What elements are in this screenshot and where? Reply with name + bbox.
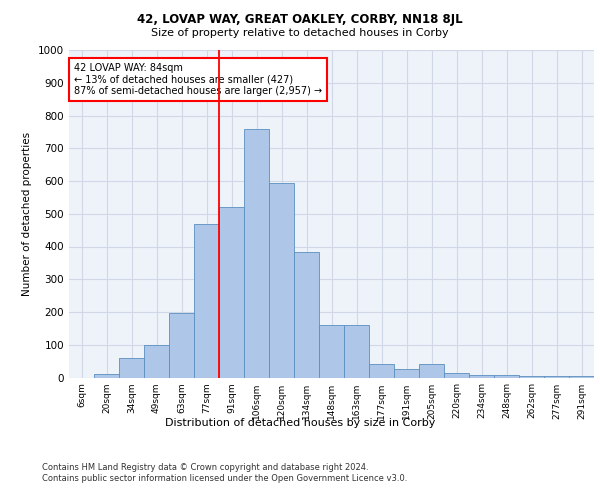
Bar xyxy=(294,252,319,378)
Bar xyxy=(369,364,394,378)
Bar xyxy=(94,374,119,378)
Bar xyxy=(119,358,144,378)
Bar xyxy=(169,312,194,378)
Text: 42 LOVAP WAY: 84sqm
← 13% of detached houses are smaller (427)
87% of semi-detac: 42 LOVAP WAY: 84sqm ← 13% of detached ho… xyxy=(74,63,322,96)
Bar xyxy=(244,128,269,378)
Bar xyxy=(144,345,169,378)
Bar xyxy=(494,375,519,378)
Bar xyxy=(444,373,469,378)
Bar xyxy=(519,376,544,378)
Bar xyxy=(319,325,344,378)
Text: Contains HM Land Registry data © Crown copyright and database right 2024.: Contains HM Land Registry data © Crown c… xyxy=(42,462,368,471)
Bar xyxy=(569,376,594,378)
Text: Size of property relative to detached houses in Corby: Size of property relative to detached ho… xyxy=(151,28,449,38)
Text: Distribution of detached houses by size in Corby: Distribution of detached houses by size … xyxy=(165,418,435,428)
Bar xyxy=(269,182,294,378)
Text: 42, LOVAP WAY, GREAT OAKLEY, CORBY, NN18 8JL: 42, LOVAP WAY, GREAT OAKLEY, CORBY, NN18… xyxy=(137,12,463,26)
Text: Contains public sector information licensed under the Open Government Licence v3: Contains public sector information licen… xyxy=(42,474,407,483)
Bar xyxy=(419,364,444,378)
Bar xyxy=(469,375,494,378)
Bar xyxy=(394,368,419,378)
Bar xyxy=(194,224,219,378)
Bar xyxy=(344,325,369,378)
Bar xyxy=(219,207,244,378)
Y-axis label: Number of detached properties: Number of detached properties xyxy=(22,132,32,296)
Bar xyxy=(544,376,569,378)
